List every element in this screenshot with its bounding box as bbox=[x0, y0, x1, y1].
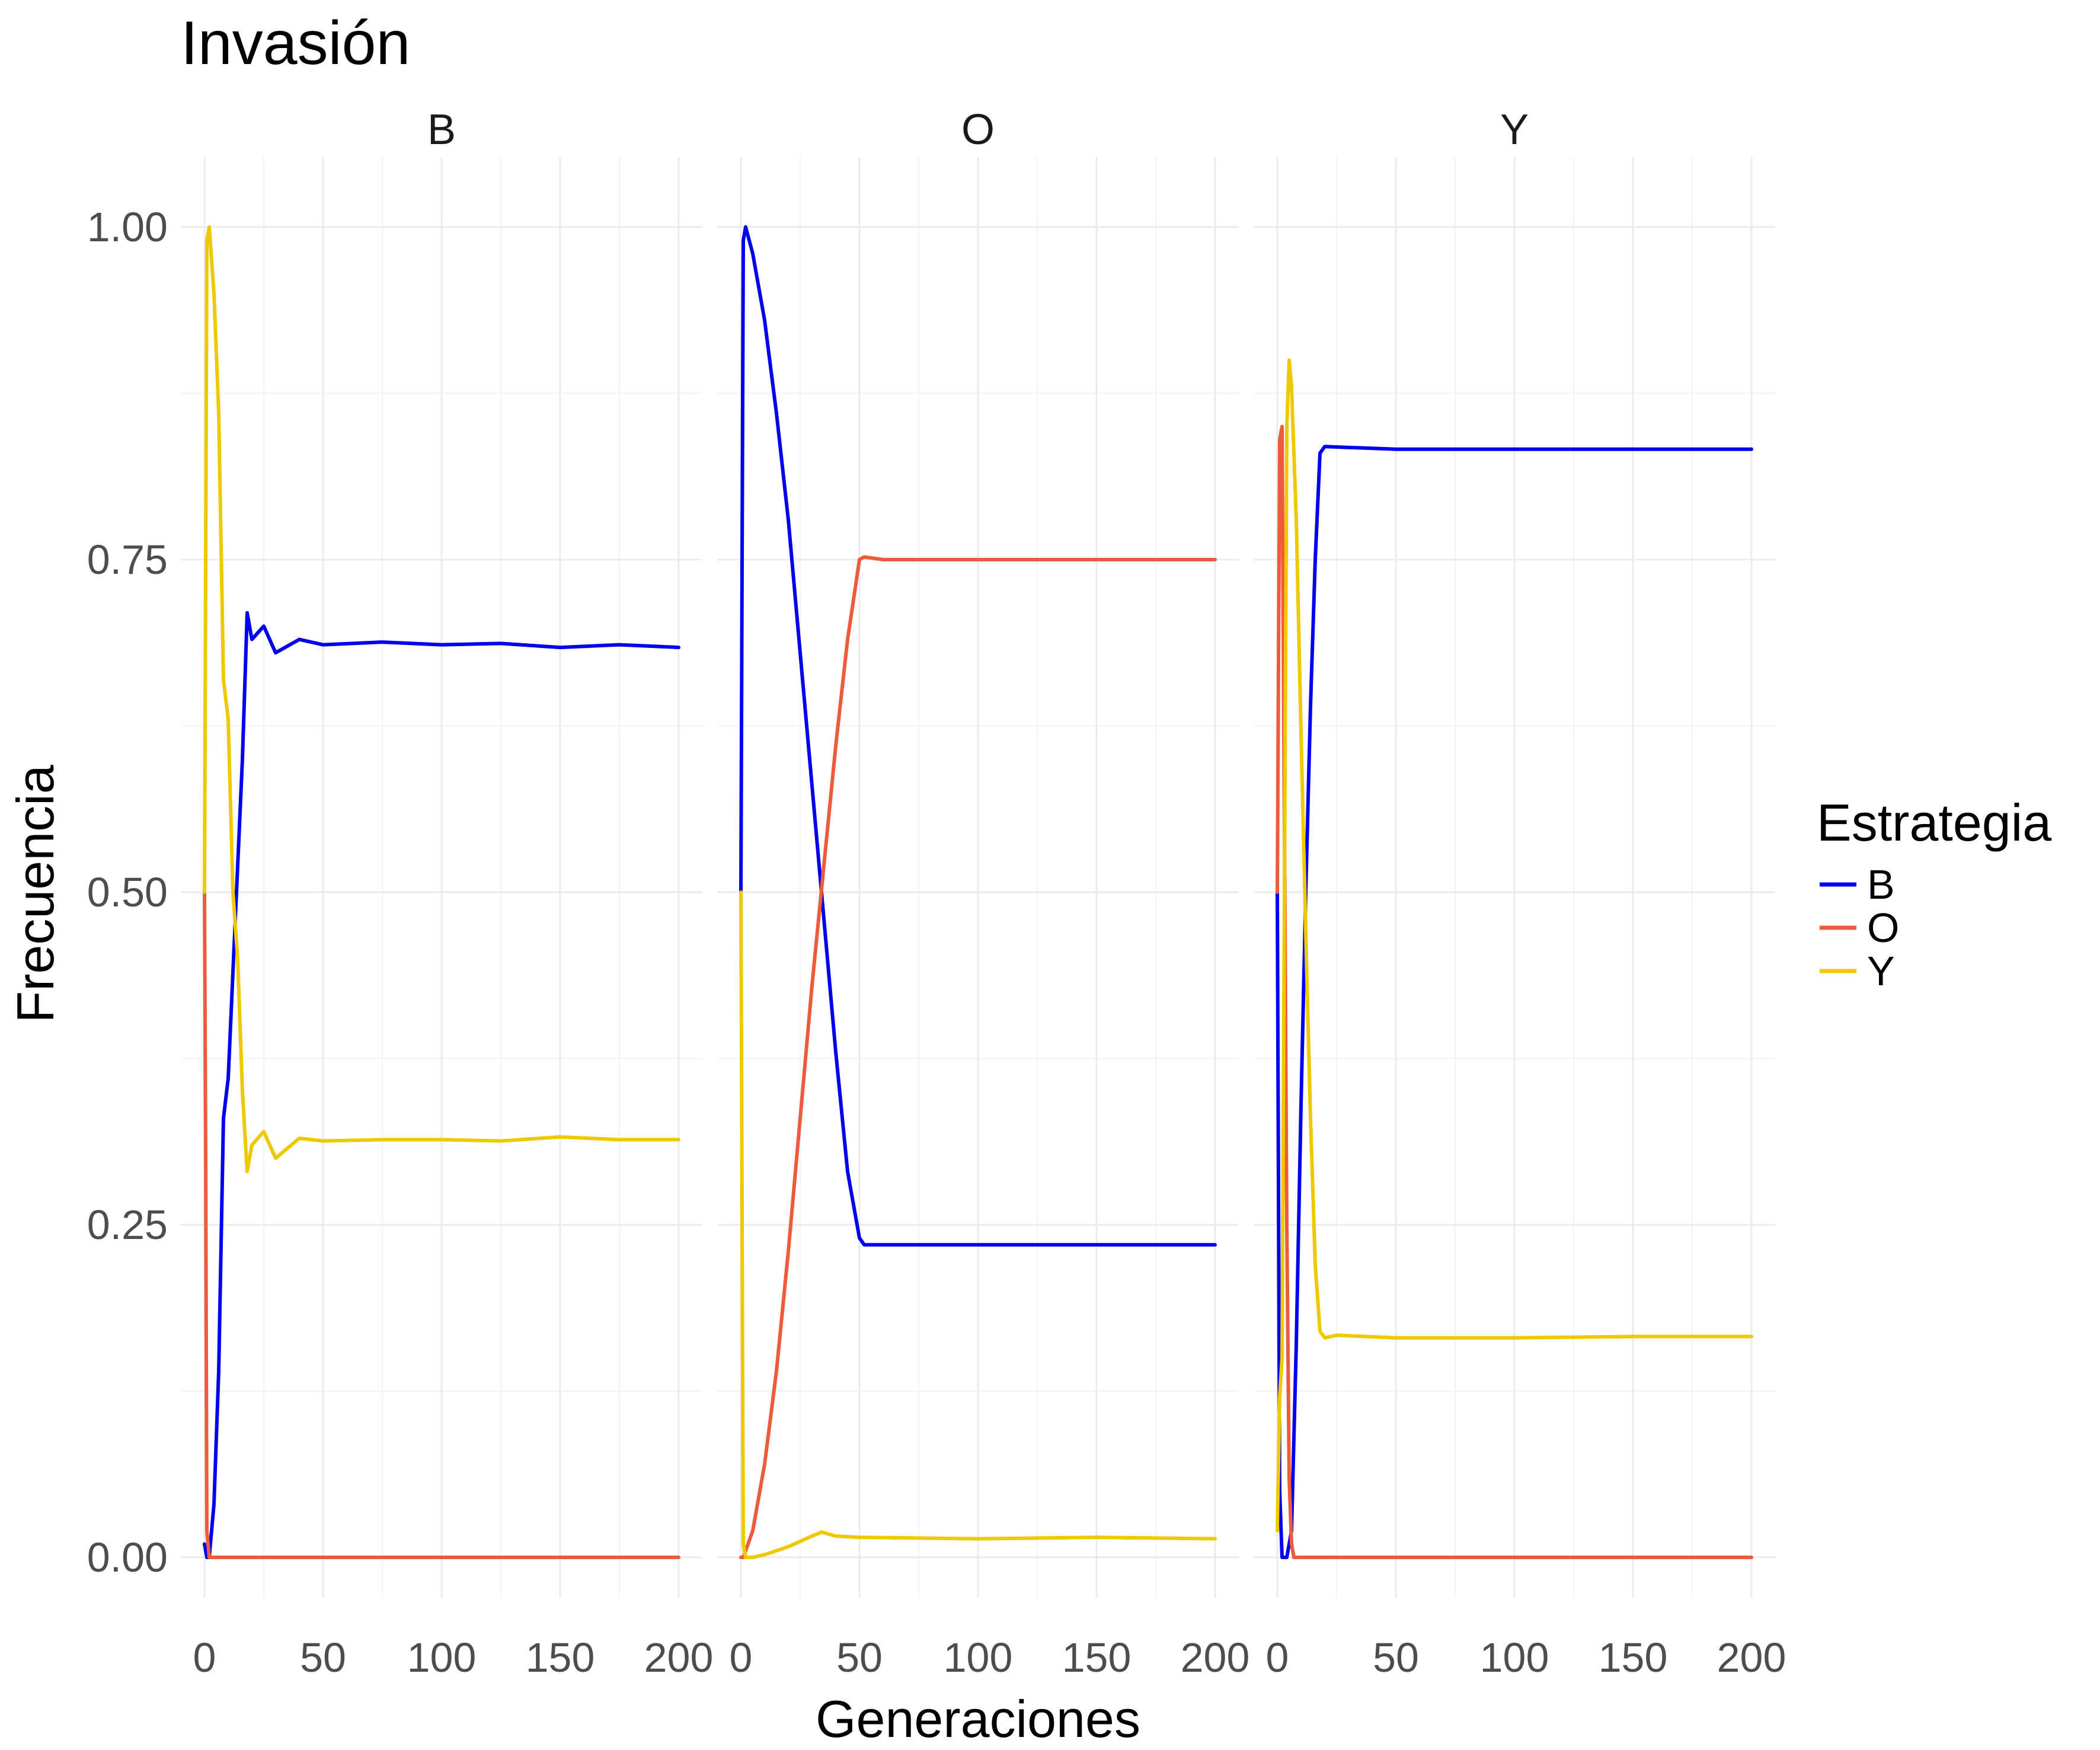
x-tick-label: 50 bbox=[836, 1634, 883, 1681]
series-line-O bbox=[1276, 424, 1753, 1559]
legend-entry-Y: Y bbox=[1820, 948, 1895, 994]
series-line-Y bbox=[203, 225, 680, 1174]
y-tick-label: 1.00 bbox=[87, 204, 168, 250]
facet-strip-label: B bbox=[427, 106, 456, 154]
x-tick-label: 0 bbox=[730, 1634, 753, 1681]
chart-title: Invasión bbox=[181, 9, 410, 78]
y-tick-label: 0.00 bbox=[87, 1534, 168, 1580]
facet-strip-label: Y bbox=[1500, 106, 1529, 154]
facet-panel-O: O bbox=[717, 106, 1239, 1598]
y-tick-label: 0.25 bbox=[87, 1202, 168, 1248]
x-axis-title: Generaciones bbox=[816, 1690, 1140, 1748]
x-tick-label: 100 bbox=[1480, 1634, 1549, 1681]
x-tick-label: 150 bbox=[526, 1634, 595, 1681]
series-line-O bbox=[203, 890, 680, 1559]
legend-title: Estrategia bbox=[1817, 793, 2051, 852]
x-tick-label: 150 bbox=[1062, 1634, 1131, 1681]
y-tick-label: 0.50 bbox=[87, 869, 168, 915]
legend-label: O bbox=[1867, 905, 1899, 951]
legend-entry-O: O bbox=[1820, 905, 1899, 951]
x-tick-label: 200 bbox=[1181, 1634, 1250, 1681]
facet-panel-Y: Y bbox=[1254, 106, 1775, 1598]
legend-entry-B: B bbox=[1820, 861, 1895, 908]
x-tick-label: 50 bbox=[1373, 1634, 1419, 1681]
legend: Estrategia BOY bbox=[1817, 793, 2051, 994]
facet-strip-label: O bbox=[961, 106, 995, 154]
series-line-B bbox=[203, 611, 680, 1559]
x-tick-label: 100 bbox=[407, 1634, 477, 1681]
legend-label: Y bbox=[1867, 948, 1895, 994]
series-line-Y bbox=[739, 890, 1217, 1559]
y-tick-label: 0.75 bbox=[87, 537, 168, 583]
x-tick-label: 100 bbox=[944, 1634, 1013, 1681]
x-tick-label: 150 bbox=[1599, 1634, 1668, 1681]
facet-panel-B: B bbox=[181, 106, 702, 1598]
y-axis: 0.00 0.25 0.50 0.75 1.00 bbox=[87, 204, 168, 1580]
x-axes: 0 50 100 150 200 0 50 100 150 200 0 50 100 150 200 bbox=[193, 1634, 1786, 1681]
series-line-Y bbox=[1276, 358, 1753, 1533]
series-line-B bbox=[1276, 445, 1753, 1559]
y-axis-title: Frecuencia bbox=[6, 765, 65, 1023]
x-tick-label: 0 bbox=[193, 1634, 216, 1681]
series-line-O bbox=[739, 555, 1217, 1559]
legend-label: B bbox=[1867, 861, 1895, 908]
x-tick-label: 200 bbox=[1717, 1634, 1786, 1681]
x-tick-label: 200 bbox=[644, 1634, 714, 1681]
x-tick-label: 0 bbox=[1266, 1634, 1289, 1681]
series-line-B bbox=[739, 225, 1217, 1247]
x-tick-label: 50 bbox=[300, 1634, 346, 1681]
